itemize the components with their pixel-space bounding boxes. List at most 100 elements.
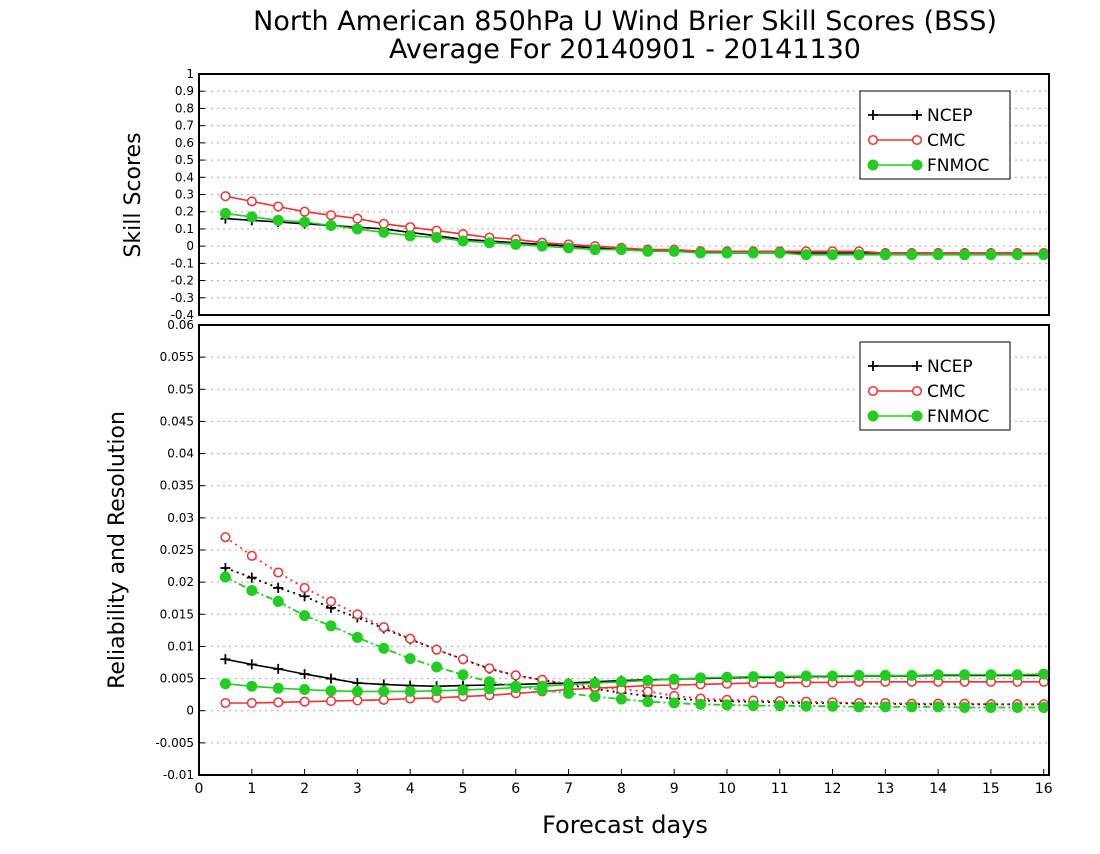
bottom-x-tick-label: 6 [511, 781, 520, 797]
bottom-point-NCEP-solid [273, 663, 284, 674]
top-point-FNMOC-solid [325, 219, 337, 231]
top-point-FNMOC-solid [747, 247, 759, 259]
bottom-point-FNMOC-solid [853, 669, 865, 681]
bottom-y-tick-label: 0.035 [160, 479, 194, 493]
bottom-x-tick-label: 14 [929, 781, 947, 797]
bottom-point-series-dashdot [272, 595, 284, 607]
top-y-tick-label: 0.4 [175, 170, 194, 184]
bottom-x-tick-label: 0 [195, 781, 204, 797]
bottom-point-FNMOC-solid [1038, 668, 1049, 680]
bottom-y-tick-label: -0.01 [163, 768, 194, 782]
bottom-point-CMC-solid [220, 697, 231, 709]
bottom-point-FNMOC-solid [589, 677, 601, 689]
bottom-point-series-dotted [510, 670, 521, 681]
top-legend-marker-CMC [911, 134, 923, 146]
top-legend: NCEP CMC FNMOC [859, 90, 1011, 180]
top-point-FNMOC-solid [879, 249, 891, 261]
bottom-x-tick-label: 16 [1035, 781, 1053, 797]
top-point-CMC-solid [299, 206, 310, 217]
bottom-point-series-dotted [299, 582, 310, 593]
bottom-point-series-dashdot [536, 684, 548, 696]
bottom-point-FNMOC-solid [246, 680, 258, 692]
bottom-line-FNMOC-solid [225, 673, 1044, 693]
bottom-y-tick-label: 0.025 [160, 543, 194, 557]
bottom-point-CMC-solid [273, 697, 284, 708]
bottom-x-tick-label: 4 [406, 781, 415, 797]
top-y-tick-label: 0.1 [175, 222, 194, 236]
top-point-FNMOC-solid [431, 232, 443, 244]
top-point-FNMOC-solid [219, 207, 231, 219]
top-point-FNMOC-solid [985, 249, 997, 261]
top-point-FNMOC-solid [272, 214, 284, 226]
bottom-point-series-dotted [246, 550, 257, 561]
bottom-point-series-dotted [484, 663, 495, 674]
top-legend-marker-FNMOC [911, 159, 923, 171]
top-point-FNMOC-solid [404, 230, 416, 242]
bottom-point-FNMOC-solid [615, 676, 627, 688]
top-point-FNMOC-solid [827, 249, 839, 261]
bottom-point-series-dotted [246, 572, 257, 583]
bottom-x-tick-label: 1 [247, 781, 256, 797]
bottom-x-tick-label: 15 [982, 781, 1000, 797]
bottom-y-axis-label: Reliability and Resolution [105, 411, 130, 689]
top-legend-label-CMC: CMC [927, 131, 965, 151]
top-y-tick-label: -0.4 [171, 308, 194, 322]
bottom-y-tick-label: 0.02 [167, 575, 194, 589]
bottom-point-series-dashdot [510, 680, 522, 692]
bottom-point-series-dashdot [747, 700, 759, 712]
bottom-point-series-dotted [220, 532, 231, 543]
bottom-legend-marker-NCEP [912, 361, 922, 371]
bottom-point-FNMOC-solid [299, 684, 311, 695]
bottom-point-FNMOC-solid [879, 669, 891, 681]
bottom-point-series-dashdot [351, 631, 363, 643]
top-y-tick-label: 0.7 [175, 119, 194, 133]
top-y-tick-label: 1 [186, 67, 194, 81]
bottom-legend-marker-FNMOC [867, 410, 879, 422]
bottom-point-FNMOC-solid [325, 685, 337, 697]
bottom-point-CMC-solid [325, 696, 337, 707]
top-point-FNMOC-solid [1011, 249, 1023, 261]
top-point-CMC-solid [352, 213, 363, 224]
top-y-tick-label: 0.3 [175, 188, 194, 202]
top-y-tick-label: 0.5 [175, 153, 194, 167]
bottom-point-series-dashdot [695, 698, 707, 710]
top-y-axis-label: Skill Scores [121, 132, 146, 257]
bottom-point-FNMOC-solid [827, 670, 839, 682]
bottom-y-tick-label: 0.045 [160, 414, 194, 428]
bottom-point-CMC-solid [352, 695, 363, 706]
top-point-FNMOC-solid [299, 216, 311, 228]
bottom-point-series-dotted [378, 622, 389, 633]
bottom-x-tick-label: 10 [718, 781, 736, 797]
bottom-y-tick-label: 0.01 [167, 639, 194, 653]
bottom-y-tick-label: 0.055 [160, 350, 194, 364]
bottom-point-series-dashdot [404, 653, 416, 665]
bottom-line-series-dashdot [224, 576, 1044, 709]
bottom-point-series-dotted [273, 567, 284, 578]
bottom-point-series-dashdot [668, 697, 680, 709]
bottom-point-series-dotted [431, 644, 442, 655]
bottom-y-tick-label: 0.005 [160, 672, 194, 686]
bottom-legend-marker-CMC [911, 385, 923, 397]
bottom-point-series-dashdot [879, 701, 891, 713]
bottom-point-FNMOC-solid [642, 675, 654, 686]
bottom-point-series-dotted [457, 654, 469, 665]
top-y-tick-label: 0.6 [175, 136, 194, 150]
top-y-tick-label: 0.2 [175, 205, 194, 219]
top-y-tick-label: 0.8 [175, 101, 194, 115]
bottom-point-FNMOC-solid [219, 678, 231, 690]
bottom-y-tick-label: 0.04 [167, 447, 194, 461]
top-y-tick-label: -0.1 [171, 256, 194, 270]
bottom-point-series-dotted [405, 633, 416, 644]
bottom-point-series-dashdot [959, 702, 971, 713]
bottom-point-series-dashdot [299, 610, 311, 622]
bottom-x-tick-label: 7 [564, 781, 573, 797]
bottom-point-FNMOC-solid [695, 672, 707, 684]
bottom-point-series-dashdot [457, 669, 469, 681]
bottom-point-FNMOC-solid [351, 685, 363, 697]
bottom-point-FNMOC-solid [1011, 669, 1023, 681]
bottom-point-CMC-solid [299, 696, 310, 707]
bottom-point-series-dashdot [219, 571, 231, 583]
bottom-point-series-dashdot [431, 661, 443, 673]
top-y-tick-label: -0.2 [171, 274, 194, 288]
top-legend-marker-CMC [867, 134, 879, 146]
